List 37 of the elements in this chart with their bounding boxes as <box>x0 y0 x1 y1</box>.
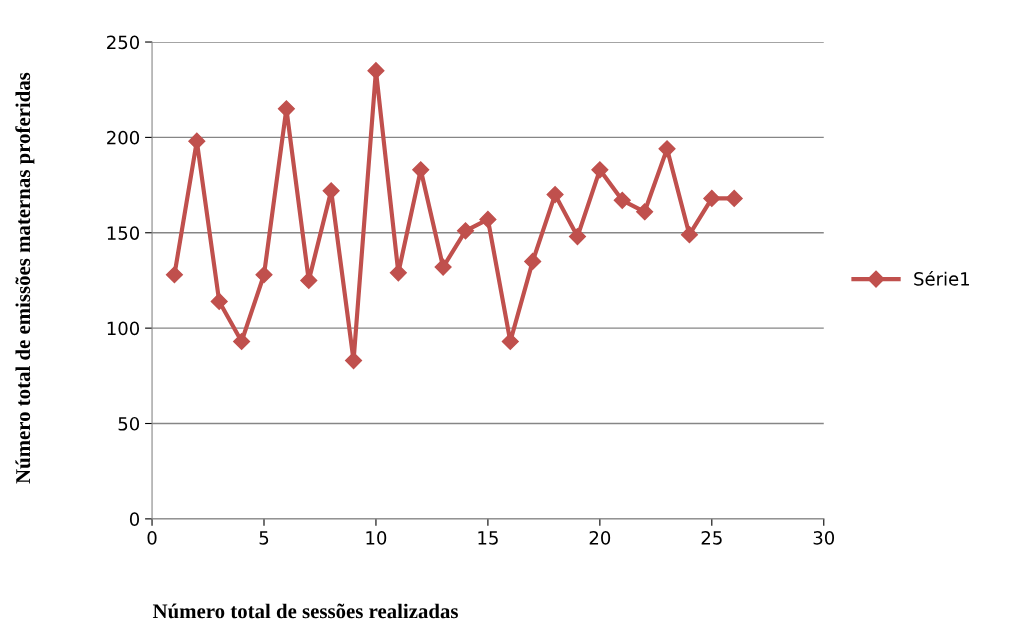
point <box>568 228 587 246</box>
x-tick-label: 30 <box>813 531 835 545</box>
y-tick-label: 50 <box>118 416 140 431</box>
x-tick-label: 15 <box>478 531 498 545</box>
point <box>546 186 564 204</box>
x-tick-label: 0 <box>147 531 157 545</box>
point <box>165 266 183 284</box>
point <box>658 140 676 158</box>
point <box>456 222 475 240</box>
y-tick-label: 200 <box>107 130 140 145</box>
point <box>479 210 497 228</box>
point <box>345 352 363 370</box>
point <box>636 203 654 221</box>
point <box>188 132 206 150</box>
point <box>680 226 698 244</box>
x-tick-label: 5 <box>259 531 269 545</box>
legend-label: Série1 <box>914 270 969 286</box>
point <box>367 62 385 80</box>
point <box>591 161 609 179</box>
point <box>233 332 251 351</box>
x-tick-label: 20 <box>589 531 611 545</box>
point <box>389 264 407 282</box>
point <box>210 292 228 310</box>
y-tick-label: 150 <box>107 226 140 240</box>
y-tick-label: 100 <box>107 321 140 336</box>
y-tick-label: 250 <box>107 35 140 50</box>
point <box>613 191 631 209</box>
point <box>725 189 743 207</box>
x-tick-label: 25 <box>701 531 722 545</box>
x-tick-label: 10 <box>366 531 387 545</box>
point <box>255 266 273 284</box>
x-axis-title: Número total de sessões realizadas <box>152 603 458 619</box>
point <box>703 189 721 207</box>
y-axis-title: Número total de emissões maternas proferidas <box>15 72 35 484</box>
y-tick-label: 0 <box>129 512 140 526</box>
point <box>524 252 542 270</box>
point <box>434 258 452 276</box>
